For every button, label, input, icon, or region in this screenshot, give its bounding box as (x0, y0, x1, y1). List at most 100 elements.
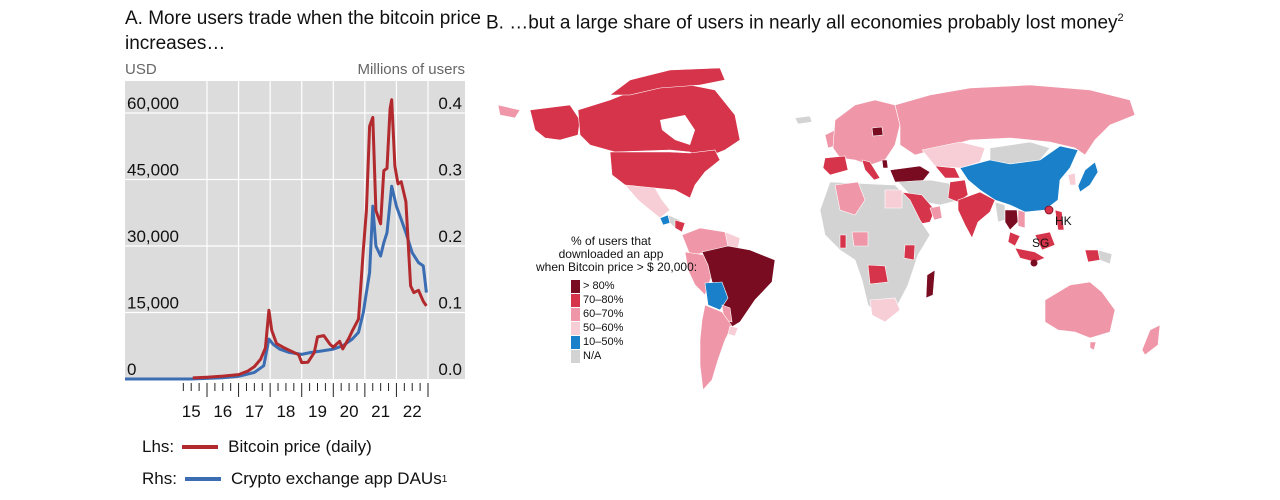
bitcoin-price-line (192, 98, 428, 380)
left-axis-ticks: 0 15,000 30,000 45,000 60,000 (127, 94, 179, 379)
legend-label: Bitcoin price (daily) (228, 437, 372, 456)
region-thailand (1004, 209, 1019, 231)
region-serbia (881, 159, 889, 169)
right-axis-unit: Millions of users (357, 61, 465, 78)
region-oman (929, 205, 943, 221)
region-png (1097, 249, 1113, 265)
region-argentina-chile (699, 304, 733, 391)
legend-item-label: N/A (583, 350, 602, 362)
region-kenya (903, 244, 916, 261)
legend-swatch (571, 335, 580, 349)
region-tasmania (1089, 341, 1097, 351)
region-greenland-ice (794, 115, 813, 125)
legend-item-dau: Rhs: Crypto exchange app DAUs 1 (142, 469, 447, 489)
x-tick-label: 15 (182, 402, 201, 421)
right-axis-ticks: 0.0 0.1 0.2 0.3 0.4 (438, 94, 462, 379)
region-uzbekistan (934, 165, 961, 179)
legend-swatch (571, 279, 580, 293)
region-new-guinea (1084, 249, 1101, 263)
panel-b-title: B. …but a large share of users in nearly… (486, 6, 1124, 35)
legend-label: Crypto exchange app DAUs (230, 469, 442, 488)
legend-swatch (571, 321, 580, 335)
x-axis-ticks (182, 383, 429, 397)
map-legend-item: 70–80% (571, 293, 686, 307)
map-legend-title-2: downloaded an app (558, 247, 664, 261)
legend-prefix: Lhs: (142, 437, 175, 456)
x-tick-label: 18 (276, 402, 295, 421)
region-philippines (1054, 209, 1065, 231)
x-tick-label: 22 (403, 402, 422, 421)
region-new-zealand (1141, 324, 1161, 356)
right-tick-label: 0.4 (438, 94, 462, 113)
left-tick-label: 15,000 (127, 294, 179, 313)
region-borneo (1034, 231, 1056, 251)
left-tick-label: 30,000 (127, 227, 179, 246)
series-lines (125, 98, 428, 381)
region-spain (822, 155, 849, 176)
region-uruguay (727, 325, 739, 337)
x-tick-label: 17 (245, 402, 264, 421)
region-canada-islands (609, 67, 726, 96)
map-legend-title-1: % of users that (570, 234, 652, 248)
region-egypt (884, 189, 903, 209)
hong-kong-marker (1044, 205, 1054, 215)
region-china (959, 145, 1079, 213)
x-tick-label: 21 (371, 402, 390, 421)
region-korea (1067, 172, 1077, 186)
map-legend-item: 10–50% (571, 335, 686, 349)
right-tick-label: 0.0 (438, 360, 462, 379)
legend-swatch-dau (184, 477, 221, 481)
region-nigeria (851, 231, 869, 247)
region-madagascar (925, 269, 936, 299)
legend-item-label: 10–50% (583, 336, 624, 348)
region-latvia (871, 126, 884, 137)
map-legend-item: > 80% (571, 279, 686, 293)
region-indonesia (1014, 247, 1046, 263)
left-tick-label: 0 (127, 360, 136, 379)
legend-item-bitcoin: Lhs: Bitcoin price (daily) (142, 437, 372, 457)
legend-swatch (571, 307, 580, 321)
region-turkey (889, 165, 931, 183)
region-angola (867, 264, 889, 285)
region-alaska (529, 104, 581, 141)
panel-b-title-footnote: 2 (1117, 12, 1124, 24)
legend-swatch-bitcoin (182, 445, 219, 449)
world-map (497, 67, 1161, 391)
legend-footnote: 1 (441, 473, 448, 485)
x-tick-label: 19 (308, 402, 327, 421)
map-legend-item: 60–70% (571, 307, 686, 321)
region-south-africa (869, 297, 901, 323)
region-nicaragua (674, 219, 686, 233)
x-tick-label: 16 (213, 402, 232, 421)
city-label-hk: HK (1055, 214, 1072, 228)
region-india (957, 191, 996, 239)
region-malaysia (1007, 231, 1021, 247)
left-tick-label: 60,000 (127, 94, 179, 113)
region-canada (577, 84, 741, 161)
region-algeria (834, 181, 866, 216)
region-usa (609, 149, 721, 199)
city-label-sg: SG (1032, 236, 1050, 250)
right-tick-label: 0.1 (438, 294, 462, 313)
map-legend-item: 50–60% (571, 321, 686, 335)
region-russia (894, 84, 1136, 156)
region-aleutians (497, 104, 521, 119)
legend-swatch (571, 293, 580, 307)
right-tick-label: 0.2 (438, 227, 462, 246)
legend-prefix: Rhs: (142, 469, 177, 488)
region-bolivia (704, 281, 729, 311)
region-vietnam (1017, 209, 1026, 229)
legend-swatch (571, 349, 580, 363)
region-mexico (624, 184, 671, 219)
region-japan (1077, 161, 1099, 193)
left-axis-unit: USD (125, 61, 157, 78)
legend-item-label: 70–80% (583, 294, 624, 306)
left-tick-label: 45,000 (127, 161, 179, 180)
region-myanmar (994, 201, 1006, 223)
map-legend-title-3: when Bitcoin price > $ 20,000: (536, 260, 698, 274)
dau-line (125, 184, 428, 381)
legend-item-label: 60–70% (583, 308, 624, 320)
legend-item-label: > 80% (583, 280, 615, 292)
map-legend-item: N/A (571, 349, 686, 363)
